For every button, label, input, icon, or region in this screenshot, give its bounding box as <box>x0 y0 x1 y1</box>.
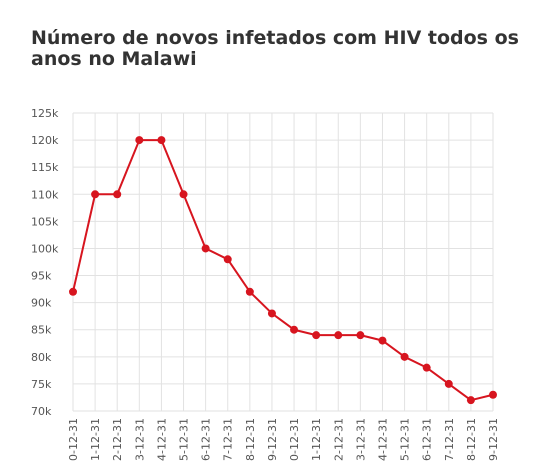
data-point <box>312 331 321 340</box>
series-layer <box>69 136 497 405</box>
y-tick-label: 90k <box>31 297 52 310</box>
y-tick-label: 125k <box>31 107 59 120</box>
data-point <box>466 396 475 405</box>
data-point <box>400 352 409 361</box>
y-tick-label: 110k <box>31 188 59 201</box>
x-tick-label: 4-12-31 <box>376 418 389 461</box>
x-tick-label: 0-12-31 <box>288 418 301 461</box>
data-point <box>489 390 497 399</box>
x-tick-label: 2-12-31 <box>332 418 345 461</box>
x-tick-label: 5-12-31 <box>399 418 412 461</box>
data-point <box>113 190 122 199</box>
y-tick-label: 115k <box>31 161 59 174</box>
data-point <box>91 190 100 199</box>
data-point <box>245 287 254 296</box>
x-tick-label: 2-12-31 <box>111 418 124 461</box>
x-tick-label: 8-12-31 <box>465 418 478 461</box>
x-tick-label: 6-12-31 <box>421 418 434 461</box>
y-tick-label: 95k <box>31 270 52 283</box>
data-point <box>422 363 431 372</box>
x-tick-label: 1-12-31 <box>89 418 102 461</box>
data-point <box>179 190 188 199</box>
data-point <box>267 309 276 318</box>
x-tick-label: 7-12-31 <box>222 418 235 461</box>
chart-title: Número de novos infetados com HIV todos … <box>31 27 519 70</box>
data-point <box>334 331 343 340</box>
y-tick-label: 100k <box>31 242 59 255</box>
y-tick-label: 80k <box>31 351 52 364</box>
data-point <box>356 331 365 340</box>
data-point <box>223 255 232 264</box>
data-point <box>69 287 77 296</box>
data-point <box>201 244 210 253</box>
x-tick-label: 3-12-31 <box>354 418 367 461</box>
x-tick-label: 4-12-31 <box>155 418 168 461</box>
y-tick-label: 105k <box>31 215 59 228</box>
data-point <box>290 325 299 334</box>
x-tick-label: 3-12-31 <box>133 418 146 461</box>
y-tick-label: 120k <box>31 134 59 147</box>
x-tick-label: 8-12-31 <box>244 418 257 461</box>
x-tick-label: 5-12-31 <box>178 418 191 461</box>
x-tick-label: 9-12-31 <box>487 418 500 461</box>
x-tick-label: 9-12-31 <box>266 418 279 461</box>
x-tick-label: 1-12-31 <box>310 418 323 461</box>
x-tick-label: 7-12-31 <box>443 418 456 461</box>
x-tick-label: 0-12-31 <box>67 418 80 461</box>
x-tick-label: 6-12-31 <box>200 418 213 461</box>
y-tick-label: 85k <box>31 324 52 337</box>
y-tick-label: 75k <box>31 378 52 391</box>
data-point <box>444 379 453 388</box>
data-point <box>135 136 144 145</box>
y-tick-label: 70k <box>31 405 52 418</box>
data-point <box>157 136 166 145</box>
series-line <box>72 139 494 402</box>
data-point <box>378 336 387 345</box>
x-axis-tick-labels: 0-12-31 1-12-31 2-12-31 3-12-31 4-12-31 5-12-… <box>67 418 500 461</box>
y-axis-tick-labels: 70k 75k 80k 85k 90k 95k 100k 105k 110k 115k 120k 12… <box>31 107 59 418</box>
